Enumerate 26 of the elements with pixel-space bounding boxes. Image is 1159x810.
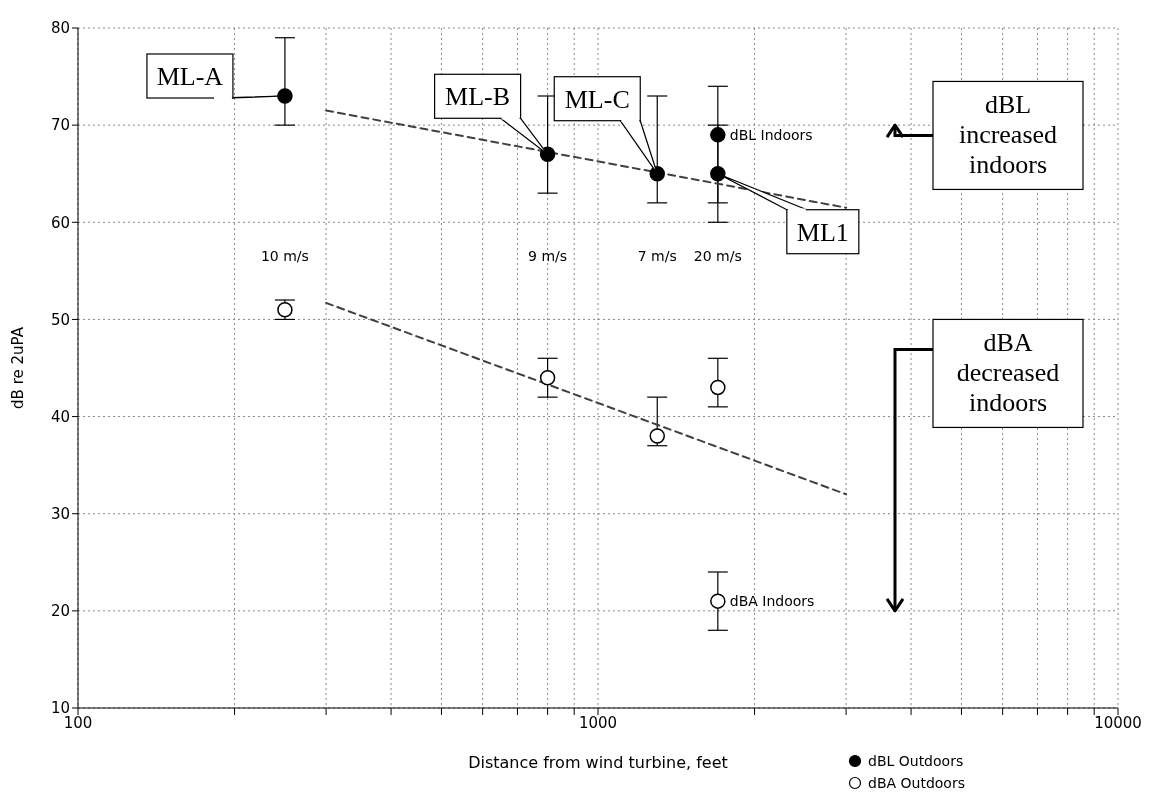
x-tick-label: 10000 <box>1094 713 1142 732</box>
y-tick-label: 80 <box>50 19 70 38</box>
x-axis-title: Distance from wind turbine, feet <box>468 753 728 772</box>
y-tick-label: 20 <box>50 602 70 621</box>
annotation: dBL increased indoors <box>958 90 1058 180</box>
annotation: ML1 <box>796 217 849 247</box>
annotation: 7 m/s <box>637 248 677 265</box>
annotation: 9 m/s <box>528 248 568 265</box>
y-tick-label: 50 <box>50 310 70 329</box>
x-tick-label: 100 <box>63 713 93 732</box>
annotation: ML-A <box>156 62 224 91</box>
annotation: ML-C <box>564 84 630 114</box>
y-axis-title: dB re 2uPA <box>9 326 28 409</box>
y-tick-label: 60 <box>50 213 70 232</box>
annotation: ML-B <box>445 82 511 112</box>
y-tick-label: 40 <box>50 407 70 426</box>
x-tick-label: 1000 <box>578 713 618 732</box>
annotation: 20 m/s <box>693 248 742 265</box>
series-label: dBL Indoors <box>729 126 813 143</box>
legend-label: dBL Outdoors <box>868 752 964 771</box>
annotation: 10 m/s <box>260 248 309 265</box>
series-label: dBA Indoors <box>729 593 815 610</box>
y-tick-label: 30 <box>50 505 70 524</box>
y-tick-label: 70 <box>50 116 70 135</box>
annotation: dBA decreased indoors <box>956 328 1060 418</box>
legend-label: dBA Outdoors <box>868 774 965 793</box>
